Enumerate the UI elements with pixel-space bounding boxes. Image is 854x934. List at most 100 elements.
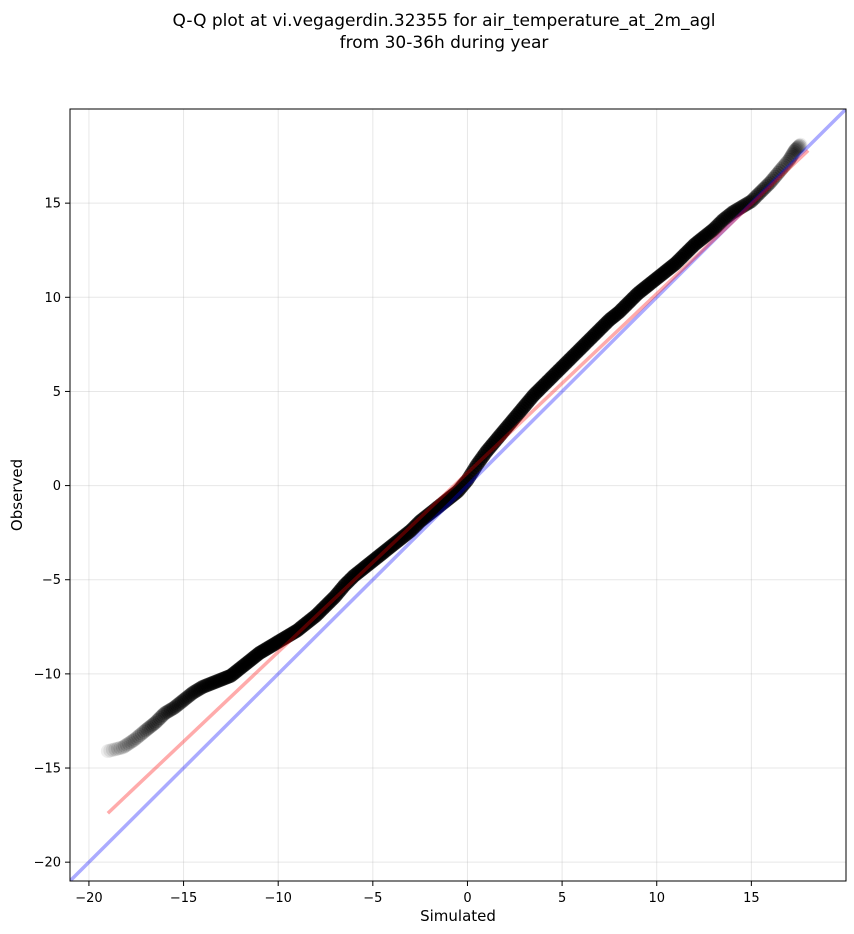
quantile-point: [192, 681, 207, 696]
quantile-points: [100, 137, 808, 759]
quantile-point: [774, 162, 789, 177]
quantile-point: [782, 152, 797, 167]
quantile-point: [703, 225, 718, 240]
quantile-point: [193, 681, 208, 695]
quantile-point: [790, 140, 805, 155]
plot-frame: [69, 108, 847, 882]
quantile-point: [725, 205, 740, 220]
quantile-point: [134, 726, 149, 741]
quantile-point: [195, 680, 210, 695]
quantile-point: [785, 148, 800, 163]
quantile-point: [772, 164, 787, 179]
x-axis-label: Simulated: [420, 907, 496, 925]
quantile-point: [165, 701, 180, 716]
quantile-point: [738, 198, 753, 213]
x-tick-label: −10: [264, 891, 291, 906]
quantile-point: [110, 741, 125, 756]
quantile-point: [140, 722, 155, 737]
quantile-point: [157, 706, 172, 721]
quantile-point: [750, 187, 765, 202]
quantile-point: [105, 742, 120, 757]
quantile-point: [760, 178, 775, 193]
quantile-point: [706, 222, 721, 237]
quantile-point: [156, 707, 171, 722]
quantile-point: [200, 678, 215, 693]
quantile-point: [178, 691, 193, 706]
x-tick-label: −15: [170, 891, 197, 906]
quantile-point: [151, 712, 166, 727]
quantile-point: [717, 211, 732, 226]
quantile-point: [730, 202, 745, 217]
y-tick-label: −5: [42, 573, 61, 588]
quantile-point: [764, 173, 779, 188]
quantile-point: [117, 739, 132, 754]
quantile-point: [145, 718, 160, 733]
y-tick-label: −15: [34, 762, 61, 777]
x-tick-label: 15: [743, 891, 760, 906]
quantile-point: [752, 186, 767, 201]
quantile-point: [201, 677, 216, 692]
quantile-point: [148, 715, 163, 730]
x-tick-label: 0: [463, 891, 471, 906]
quantile-point: [756, 181, 771, 196]
quantile-point: [115, 740, 130, 755]
quantile-point: [777, 158, 792, 173]
quantile-point: [173, 695, 188, 710]
x-tick-label: 5: [558, 891, 566, 906]
quantile-point: [784, 149, 799, 164]
quantile-point: [739, 197, 754, 212]
quantile-point: [181, 689, 196, 704]
quantile-point: [136, 724, 151, 739]
y-axis-label: Observed: [8, 459, 26, 531]
quantile-point: [780, 154, 795, 169]
quantile-point: [143, 719, 158, 734]
quantile-point: [152, 711, 167, 726]
quantile-point: [131, 729, 146, 744]
quantile-point: [791, 139, 806, 154]
quantile-point: [715, 213, 730, 228]
quantile-point: [100, 744, 115, 759]
quantile-point: [755, 183, 770, 198]
quantile-point: [149, 714, 164, 729]
x-tick-label: −20: [75, 891, 102, 906]
quantile-point: [167, 700, 182, 715]
quantile-point: [733, 200, 748, 215]
quantile-point: [182, 688, 197, 703]
y-tick-label: −10: [34, 667, 61, 682]
quantile-point: [788, 142, 803, 157]
quantile-point: [108, 742, 123, 757]
quantile-point: [206, 675, 221, 690]
quantile-point: [171, 697, 186, 712]
quantile-point: [704, 223, 719, 238]
quantile-point: [761, 177, 776, 192]
quantile-point: [119, 737, 134, 752]
quantile-point: [168, 699, 183, 714]
quantile-point: [727, 204, 742, 219]
quantile-point: [129, 731, 144, 746]
quantile-point: [775, 160, 790, 175]
quantile-point: [786, 144, 801, 159]
quantile-point: [742, 195, 757, 210]
chart-title-line-1: Q-Q plot at vi.vegagerdin.32355 for air_…: [172, 11, 715, 31]
quantile-point: [159, 705, 174, 720]
quantile-point: [789, 141, 804, 156]
x-axis-ticks: −20 −15 −10 −5 0 5 10 15: [75, 881, 760, 906]
quantile-point: [731, 201, 746, 216]
quantile-point: [186, 685, 201, 700]
quantile-point: [174, 694, 189, 709]
quantile-point: [768, 169, 783, 184]
quantile-point: [184, 686, 199, 701]
y-tick-label: 0: [53, 479, 61, 494]
quantile-point: [758, 180, 773, 195]
quantile-point: [711, 217, 726, 232]
quantile-point: [719, 210, 734, 225]
quantile-point: [766, 171, 781, 186]
quantile-point: [160, 704, 175, 719]
quantile-point: [744, 194, 759, 209]
y-tick-label: 10: [44, 291, 61, 306]
quantile-point: [769, 167, 784, 182]
x-tick-label: 10: [648, 891, 665, 906]
quantile-point: [787, 143, 802, 158]
quantile-point: [204, 676, 219, 691]
quantile-point: [133, 728, 148, 743]
